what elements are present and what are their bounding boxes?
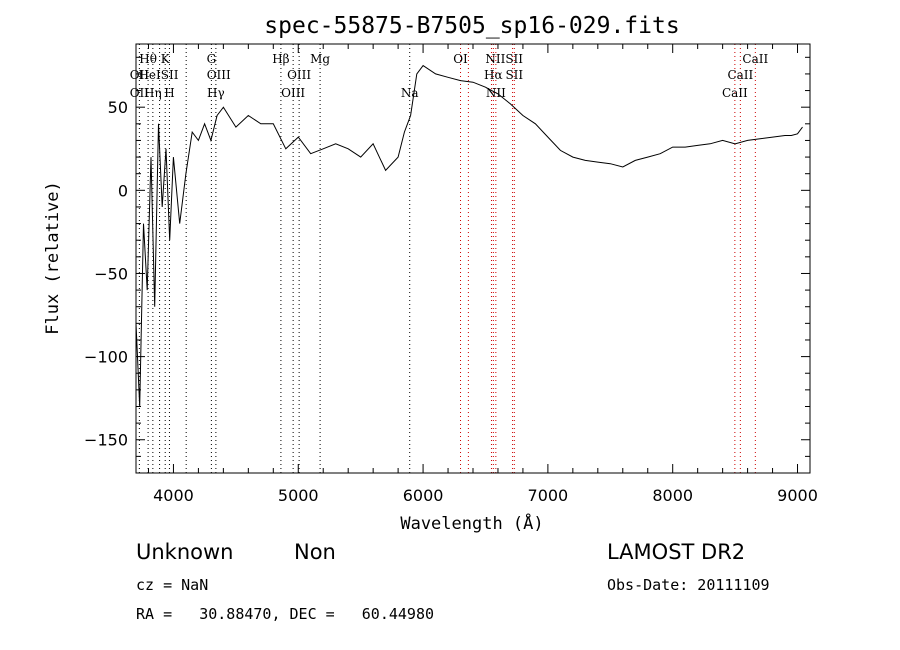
line-label: Hβ xyxy=(272,52,289,66)
x-axis-label: Wavelength (Å) xyxy=(400,512,543,534)
y-axis: −150 −100 −50 0 50 xyxy=(84,56,810,457)
x-tick-label: 7000 xyxy=(528,486,569,505)
survey-name: LAMOST DR2 xyxy=(607,540,746,564)
line-label: CaII xyxy=(742,52,768,66)
line-label: H xyxy=(164,86,174,100)
line-label: HeISII xyxy=(138,68,178,82)
line-label: K xyxy=(161,52,171,66)
line-label: Hη xyxy=(144,86,162,100)
x-tick-label: 5000 xyxy=(278,486,319,505)
line-label: Hα xyxy=(484,68,503,82)
y-tick-label: −50 xyxy=(94,264,128,283)
line-label: G xyxy=(207,52,217,66)
line-label: Hγ xyxy=(207,86,225,100)
line-label: SII xyxy=(505,68,523,82)
x-tick-label: 4000 xyxy=(153,486,194,505)
x-axis: 4000 5000 6000 7000 8000 9000 xyxy=(147,44,818,505)
y-tick-label: 50 xyxy=(108,98,128,117)
y-tick-label: −150 xyxy=(84,431,128,450)
chart-title: spec-55875-B7505_sp16-029.fits xyxy=(264,13,679,39)
line-label: OII xyxy=(130,68,150,82)
line-label: CaII xyxy=(727,68,753,82)
line-label: NIISII xyxy=(485,52,523,66)
x-tick-label: 8000 xyxy=(652,486,693,505)
line-label: Mg xyxy=(310,52,330,66)
plot-frame xyxy=(135,43,811,474)
line-label: OII xyxy=(130,86,150,100)
line-label: Na xyxy=(401,86,419,100)
spectral-class: Unknown xyxy=(136,540,234,564)
line-label: OI xyxy=(453,52,468,66)
x-tick-label: 9000 xyxy=(777,486,818,505)
line-label: OIII xyxy=(207,68,231,82)
spectral-subclass: Non xyxy=(294,540,336,564)
x-tick-label: 6000 xyxy=(403,486,444,505)
line-label: CaII xyxy=(722,86,748,100)
emission-line-markers xyxy=(138,44,756,473)
coordinates: RA = 30.88470, DEC = 60.44980 xyxy=(136,605,435,623)
y-tick-label: 0 xyxy=(118,181,128,200)
y-axis-label: Flux (relative) xyxy=(43,181,63,335)
redshift-cz: cz = NaN xyxy=(136,576,209,594)
spectrum-series-line xyxy=(135,64,803,407)
y-tick-label: −100 xyxy=(84,348,128,367)
line-label: Hθ xyxy=(139,52,157,66)
line-label: OIII xyxy=(281,86,305,100)
line-label: OIII xyxy=(287,68,311,82)
obs-date: Obs-Date: 20111109 xyxy=(607,576,770,594)
